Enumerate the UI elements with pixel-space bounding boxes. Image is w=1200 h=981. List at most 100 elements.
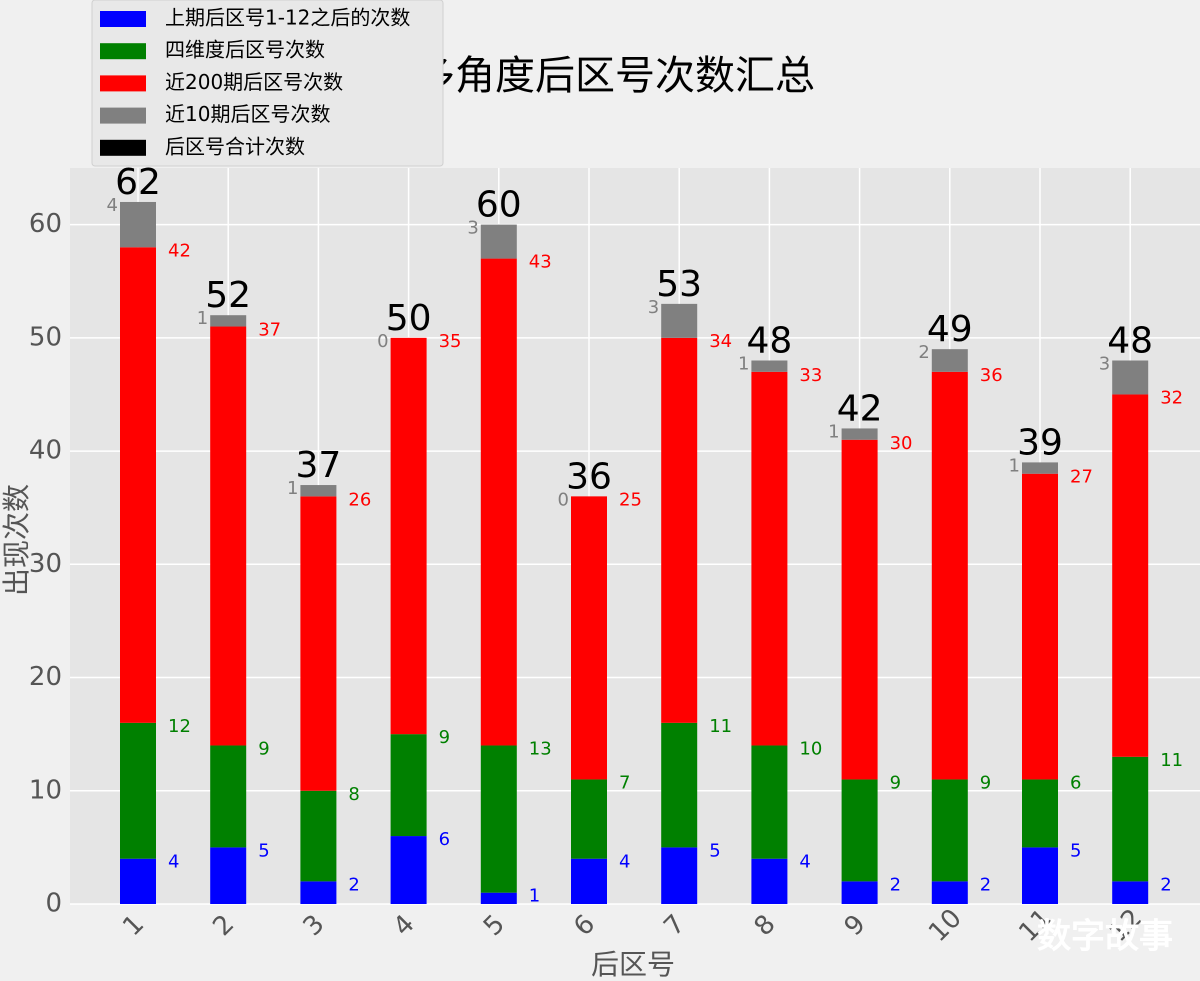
value-label: 6 [1070,772,1081,793]
y-tick-label: 0 [45,889,62,919]
x-tick-label: 10 [923,903,968,948]
x-tick-label: 4 [388,909,421,942]
total-label: 53 [656,264,702,305]
y-tick-label: 20 [29,662,62,692]
bar-segment [931,881,968,904]
y-tick-label: 40 [29,436,62,466]
value-label: 42 [168,240,191,261]
legend-label: 上期后区号1-12之后的次数 [165,6,410,30]
chart-title: 多角度后区号次数汇总 [415,53,815,99]
value-label: 8 [348,784,359,805]
value-label: 1 [1009,455,1020,476]
total-label: 37 [295,445,341,486]
value-label: 0 [377,331,388,352]
value-label: 7 [619,772,630,793]
value-label: 25 [619,489,642,510]
legend-label: 后区号合计次数 [165,134,305,158]
value-label: 36 [980,365,1003,386]
bar-segment [120,858,156,904]
total-label: 48 [746,320,792,361]
bar-segment [1112,881,1149,904]
value-label: 11 [709,716,732,737]
value-label: 9 [439,727,450,748]
y-tick-label: 10 [29,775,62,805]
value-label: 5 [709,840,720,861]
bar-segment [1112,360,1149,395]
value-label: 9 [890,772,901,793]
value-label: 2 [980,874,991,895]
value-label: 37 [258,320,281,341]
value-label: 13 [529,738,552,759]
value-label: 9 [980,772,991,793]
bar-segment [841,881,878,904]
bar-segment [571,779,607,859]
bar-segment [1112,394,1149,757]
bar-segment [751,360,788,372]
value-label: 10 [799,738,822,759]
x-tick-label: 6 [568,909,601,942]
legend-swatch [100,11,146,27]
value-label: 12 [168,716,191,737]
plot-area [70,168,1200,904]
watermark: 数字故事 [1037,917,1173,957]
bar-segment [480,224,517,259]
value-label: 1 [197,308,208,329]
bar-segment [390,836,427,904]
total-label: 36 [566,456,612,497]
value-label: 2 [918,342,929,363]
x-tick-label: 3 [298,909,331,942]
bar-segment [210,326,247,746]
total-label: 52 [205,275,251,316]
bar-segment [931,779,968,882]
value-label: 0 [558,489,569,510]
value-label: 4 [799,852,810,873]
x-tick-label: 7 [658,909,691,942]
x-tick-label: 2 [207,909,240,942]
bar-segment [210,847,247,904]
bar-segment [841,779,878,882]
bar-segment [480,258,517,746]
total-label: 49 [927,309,973,350]
y-axis-label: 出现次数 [0,484,33,596]
value-label: 2 [890,874,901,895]
bar-segment [480,745,517,893]
bar-segment [1112,756,1149,882]
value-label: 4 [619,852,630,873]
bar-segment [390,734,427,837]
bar-segment [571,858,607,904]
bar-segment [1022,779,1058,848]
bar-segment [210,745,247,848]
value-label: 2 [1160,874,1171,895]
legend-label: 近10期后区号次数 [165,102,330,126]
bar-segment [390,337,427,735]
value-label: 9 [258,738,269,759]
bar-segment [751,371,788,746]
bar-segment [300,485,337,497]
value-label: 33 [799,365,822,386]
bar-segment [751,745,788,859]
value-label: 6 [439,829,450,850]
value-label: 27 [1070,467,1093,488]
legend-box [91,0,444,167]
value-label: 3 [467,218,478,239]
bar-segment [751,858,788,904]
bar-segment [1022,473,1058,780]
value-label: 1 [529,886,540,907]
bar-segment [661,303,698,338]
value-label: 4 [107,195,118,216]
total-label: 62 [115,162,161,203]
value-label: 1 [738,353,749,374]
value-label: 3 [1099,353,1110,374]
total-label: 60 [476,185,522,226]
value-label: 2 [348,874,359,895]
x-tick-label: 5 [478,909,511,942]
value-label: 35 [439,331,462,352]
total-label: 48 [1107,320,1153,361]
total-label: 42 [837,388,883,429]
y-tick-label: 30 [29,549,62,579]
bar-segment [210,315,247,327]
legend-label: 四维度后区号次数 [165,38,325,62]
bar-segment [661,722,698,848]
bar-segment [841,428,878,440]
